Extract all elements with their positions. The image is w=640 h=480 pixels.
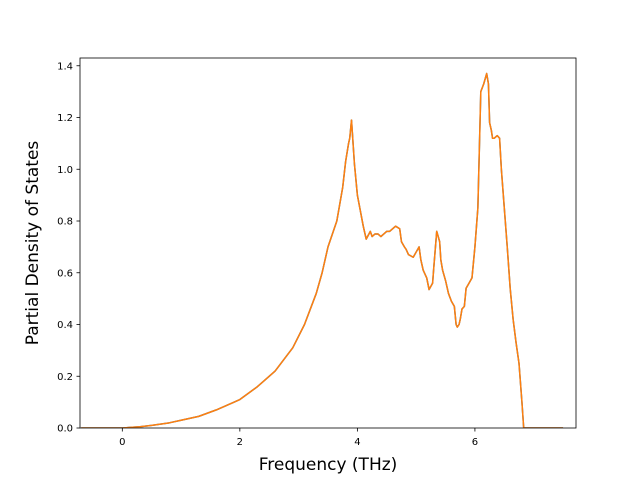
y-axis-ticks: 0.0 0.2 0.4 0.6 0.8 1.0 1.2 1.4: [57, 61, 80, 435]
x-tick-label: 4: [354, 437, 360, 448]
y-tick-label: 1.0: [57, 165, 73, 176]
x-tick-label: 6: [472, 437, 478, 448]
y-tick-label: 0.2: [57, 372, 73, 383]
plot-area: [79, 57, 577, 429]
x-axis-label: Frequency (THz): [259, 455, 398, 475]
axes-background: [80, 58, 576, 428]
y-tick-label: 0.4: [57, 320, 73, 331]
series-layer: [81, 72, 564, 428]
y-axis-label: Partial Density of States: [23, 141, 43, 346]
y-tick-label: 0.0: [57, 424, 73, 435]
x-axis-ticks: 0 2 4 6: [119, 428, 478, 448]
y-tick-label: 1.4: [57, 61, 73, 72]
x-tick-label: 0: [119, 437, 125, 448]
series-line-2: [81, 72, 564, 428]
y-tick-label: 0.6: [57, 268, 73, 279]
y-tick-label: 1.2: [57, 113, 73, 124]
y-tick-label: 0.8: [57, 217, 73, 228]
x-tick-label: 2: [237, 437, 243, 448]
axes-frame: [79, 57, 577, 429]
